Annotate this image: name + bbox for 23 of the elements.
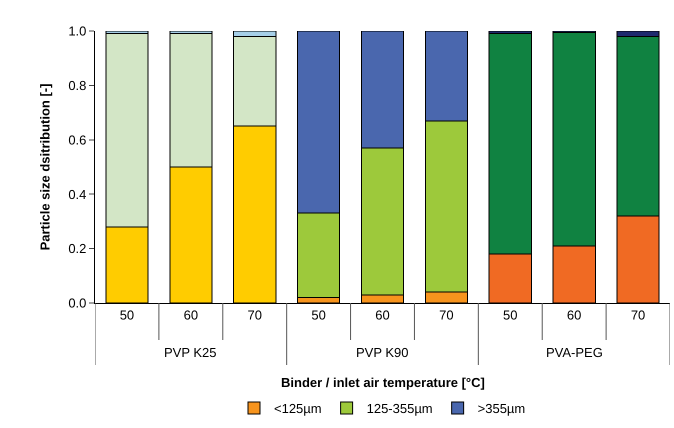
text: PVA-PEG: [546, 345, 603, 360]
text: PVP K90: [356, 345, 409, 360]
legend-label: <125µm: [274, 401, 322, 416]
x-tick-label: 50: [311, 308, 326, 323]
x-tick-label: 60: [375, 308, 390, 323]
legend-label: >355µm: [478, 401, 526, 416]
y-axis-title: Particle size dsitribution [-]: [37, 84, 52, 250]
x-tick-label: 50: [120, 308, 134, 323]
text: PVP K25: [164, 345, 217, 360]
y-tick-label: 1.0: [68, 24, 86, 39]
x-axis-title: Binder / inlet air temperature [°C]: [281, 375, 485, 390]
y-tick-label: 0.0: [68, 296, 86, 311]
y-tick-label: 0.4: [68, 186, 86, 202]
x-tick-label: 50: [503, 308, 518, 323]
x-tick-label: 70: [247, 308, 262, 323]
legend-label: 125-355µm: [366, 401, 433, 416]
x-tick-label: 70: [439, 308, 454, 323]
x-tick-label: 70: [630, 308, 646, 323]
y-tick-label: 0.8: [68, 78, 86, 93]
y-tick-label: 0.6: [68, 132, 86, 148]
x-tick-label: 60: [184, 308, 198, 323]
x-tick-label: 60: [566, 308, 582, 323]
y-tick-label: 0.2: [68, 241, 86, 256]
